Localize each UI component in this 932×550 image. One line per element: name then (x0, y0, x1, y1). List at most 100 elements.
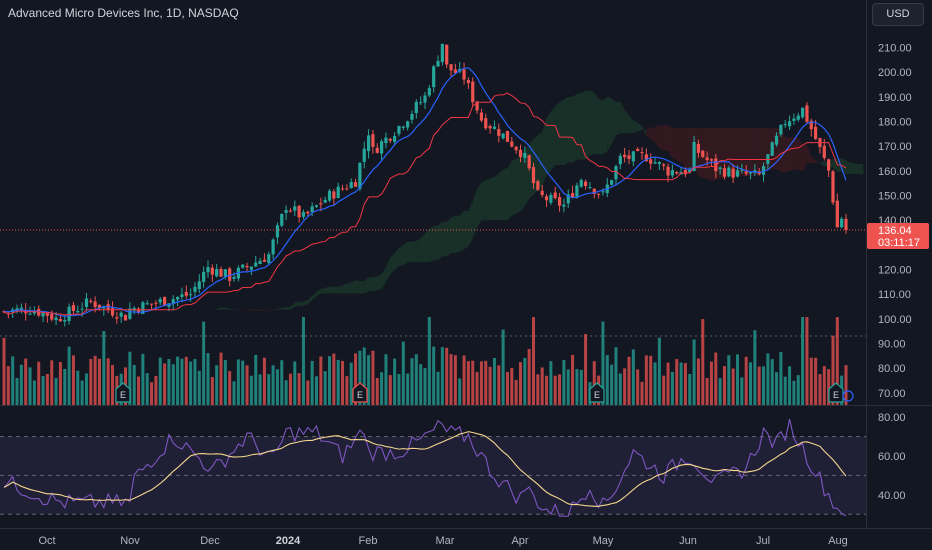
volume-bar (688, 374, 692, 405)
rsi-tick-label: 40.00 (878, 490, 906, 502)
volume-bar (84, 373, 88, 405)
candle-body (423, 95, 427, 103)
candle-body (254, 262, 258, 267)
volume-bar (701, 319, 705, 405)
candle-body (831, 171, 835, 203)
candle-body (570, 193, 575, 198)
volume-bar (219, 352, 223, 405)
cloud-segment (559, 99, 564, 166)
cloud-segment (759, 128, 764, 173)
candle-body (731, 168, 735, 178)
cloud-segment (611, 98, 616, 145)
price-tag-countdown: 03:11:17 (878, 237, 920, 249)
cloud-segment (251, 309, 256, 311)
cloud-segment (746, 128, 751, 177)
rsi-tick-label: 80.00 (878, 412, 906, 424)
candle-body (579, 179, 583, 187)
candle-body (462, 69, 466, 80)
volume-bar (540, 367, 544, 405)
price-tick-label: 160.00 (878, 166, 912, 178)
volume-bar (89, 358, 93, 405)
cloud-segment (811, 156, 816, 164)
candle-body (761, 166, 766, 175)
volume-bar (167, 358, 171, 405)
volume-bar (228, 371, 232, 405)
price-tick-label: 90.00 (878, 339, 906, 351)
price-tick-label: 100.00 (878, 314, 912, 326)
cloud-segment (637, 122, 643, 132)
currency-button[interactable]: USD (872, 3, 924, 26)
candle-body (262, 259, 267, 262)
cloud-segment (546, 111, 551, 176)
volume-bar (653, 362, 657, 405)
volume-bar (236, 359, 240, 405)
candle-body (219, 268, 223, 277)
candle-body (610, 180, 614, 185)
volume-bar (501, 329, 505, 405)
cloud-segment (242, 309, 248, 311)
candle-body (215, 269, 219, 277)
cloud-segment (333, 286, 339, 294)
volume-bar (58, 362, 62, 405)
volume-bar (323, 371, 327, 405)
time-tick-label: Nov (120, 535, 140, 547)
cloud-segment (438, 221, 443, 261)
cloud-segment (355, 280, 360, 294)
cloud-segment (802, 144, 807, 172)
volume-bar (640, 381, 644, 405)
candle-body (271, 239, 275, 255)
volume-bar (63, 368, 67, 405)
candle-body (814, 126, 818, 140)
volume-bar (679, 362, 683, 405)
volume-bar (280, 360, 284, 405)
volume-bar (623, 368, 627, 405)
cloud-segment (490, 177, 495, 221)
volume-bar (844, 365, 848, 405)
volume-bar (749, 362, 753, 405)
cloud-segment (628, 115, 634, 134)
volume-bar (831, 335, 835, 405)
candle-body (410, 113, 414, 120)
time-tick-label: Dec (200, 535, 220, 547)
candle-body (436, 61, 440, 67)
volume-bar (636, 369, 640, 405)
cloud-segment (846, 160, 851, 175)
volume-bar (692, 339, 696, 405)
candle-body (631, 151, 635, 162)
cloud-segment (316, 288, 321, 297)
volume-bar (15, 377, 19, 405)
volume-bar (592, 361, 596, 405)
volume-bar (132, 364, 136, 405)
volume-bar (197, 370, 201, 405)
cloud-segment (229, 309, 235, 310)
cloud-segment (307, 295, 313, 305)
cloud-segment (385, 257, 391, 283)
volume-bar (93, 355, 97, 405)
volume-bar (610, 364, 614, 405)
candle-body (323, 199, 327, 203)
cloud-segment (338, 285, 343, 294)
earnings-label: E (594, 390, 600, 400)
cloud-segment (372, 276, 378, 292)
candle-body (249, 266, 253, 270)
volume-bar (306, 380, 310, 405)
cloud-segment (598, 99, 603, 155)
price-tick-label: 200.00 (878, 67, 912, 79)
candle-body (267, 254, 271, 263)
volume-bar (601, 321, 605, 405)
volume-bar (271, 365, 275, 405)
cloud-segment (503, 168, 508, 221)
volume-bar (835, 317, 839, 405)
volume-bar (67, 346, 71, 405)
earnings-marker: E (115, 382, 131, 403)
candle-body (301, 212, 306, 217)
candle-body (805, 105, 809, 122)
cloud-segment (299, 301, 304, 306)
candle-body (492, 126, 497, 129)
candle-body (518, 149, 523, 157)
volume-bar (371, 350, 375, 405)
candle-body (189, 294, 193, 296)
volume-bar (666, 362, 670, 405)
candle-body (705, 157, 709, 161)
